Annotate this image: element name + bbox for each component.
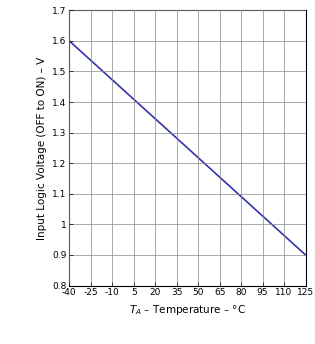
Y-axis label: Input Logic Voltage (OFF to ON) – V: Input Logic Voltage (OFF to ON) – V bbox=[37, 56, 47, 239]
X-axis label: $T_A$ – Temperature – °C: $T_A$ – Temperature – °C bbox=[129, 303, 246, 317]
